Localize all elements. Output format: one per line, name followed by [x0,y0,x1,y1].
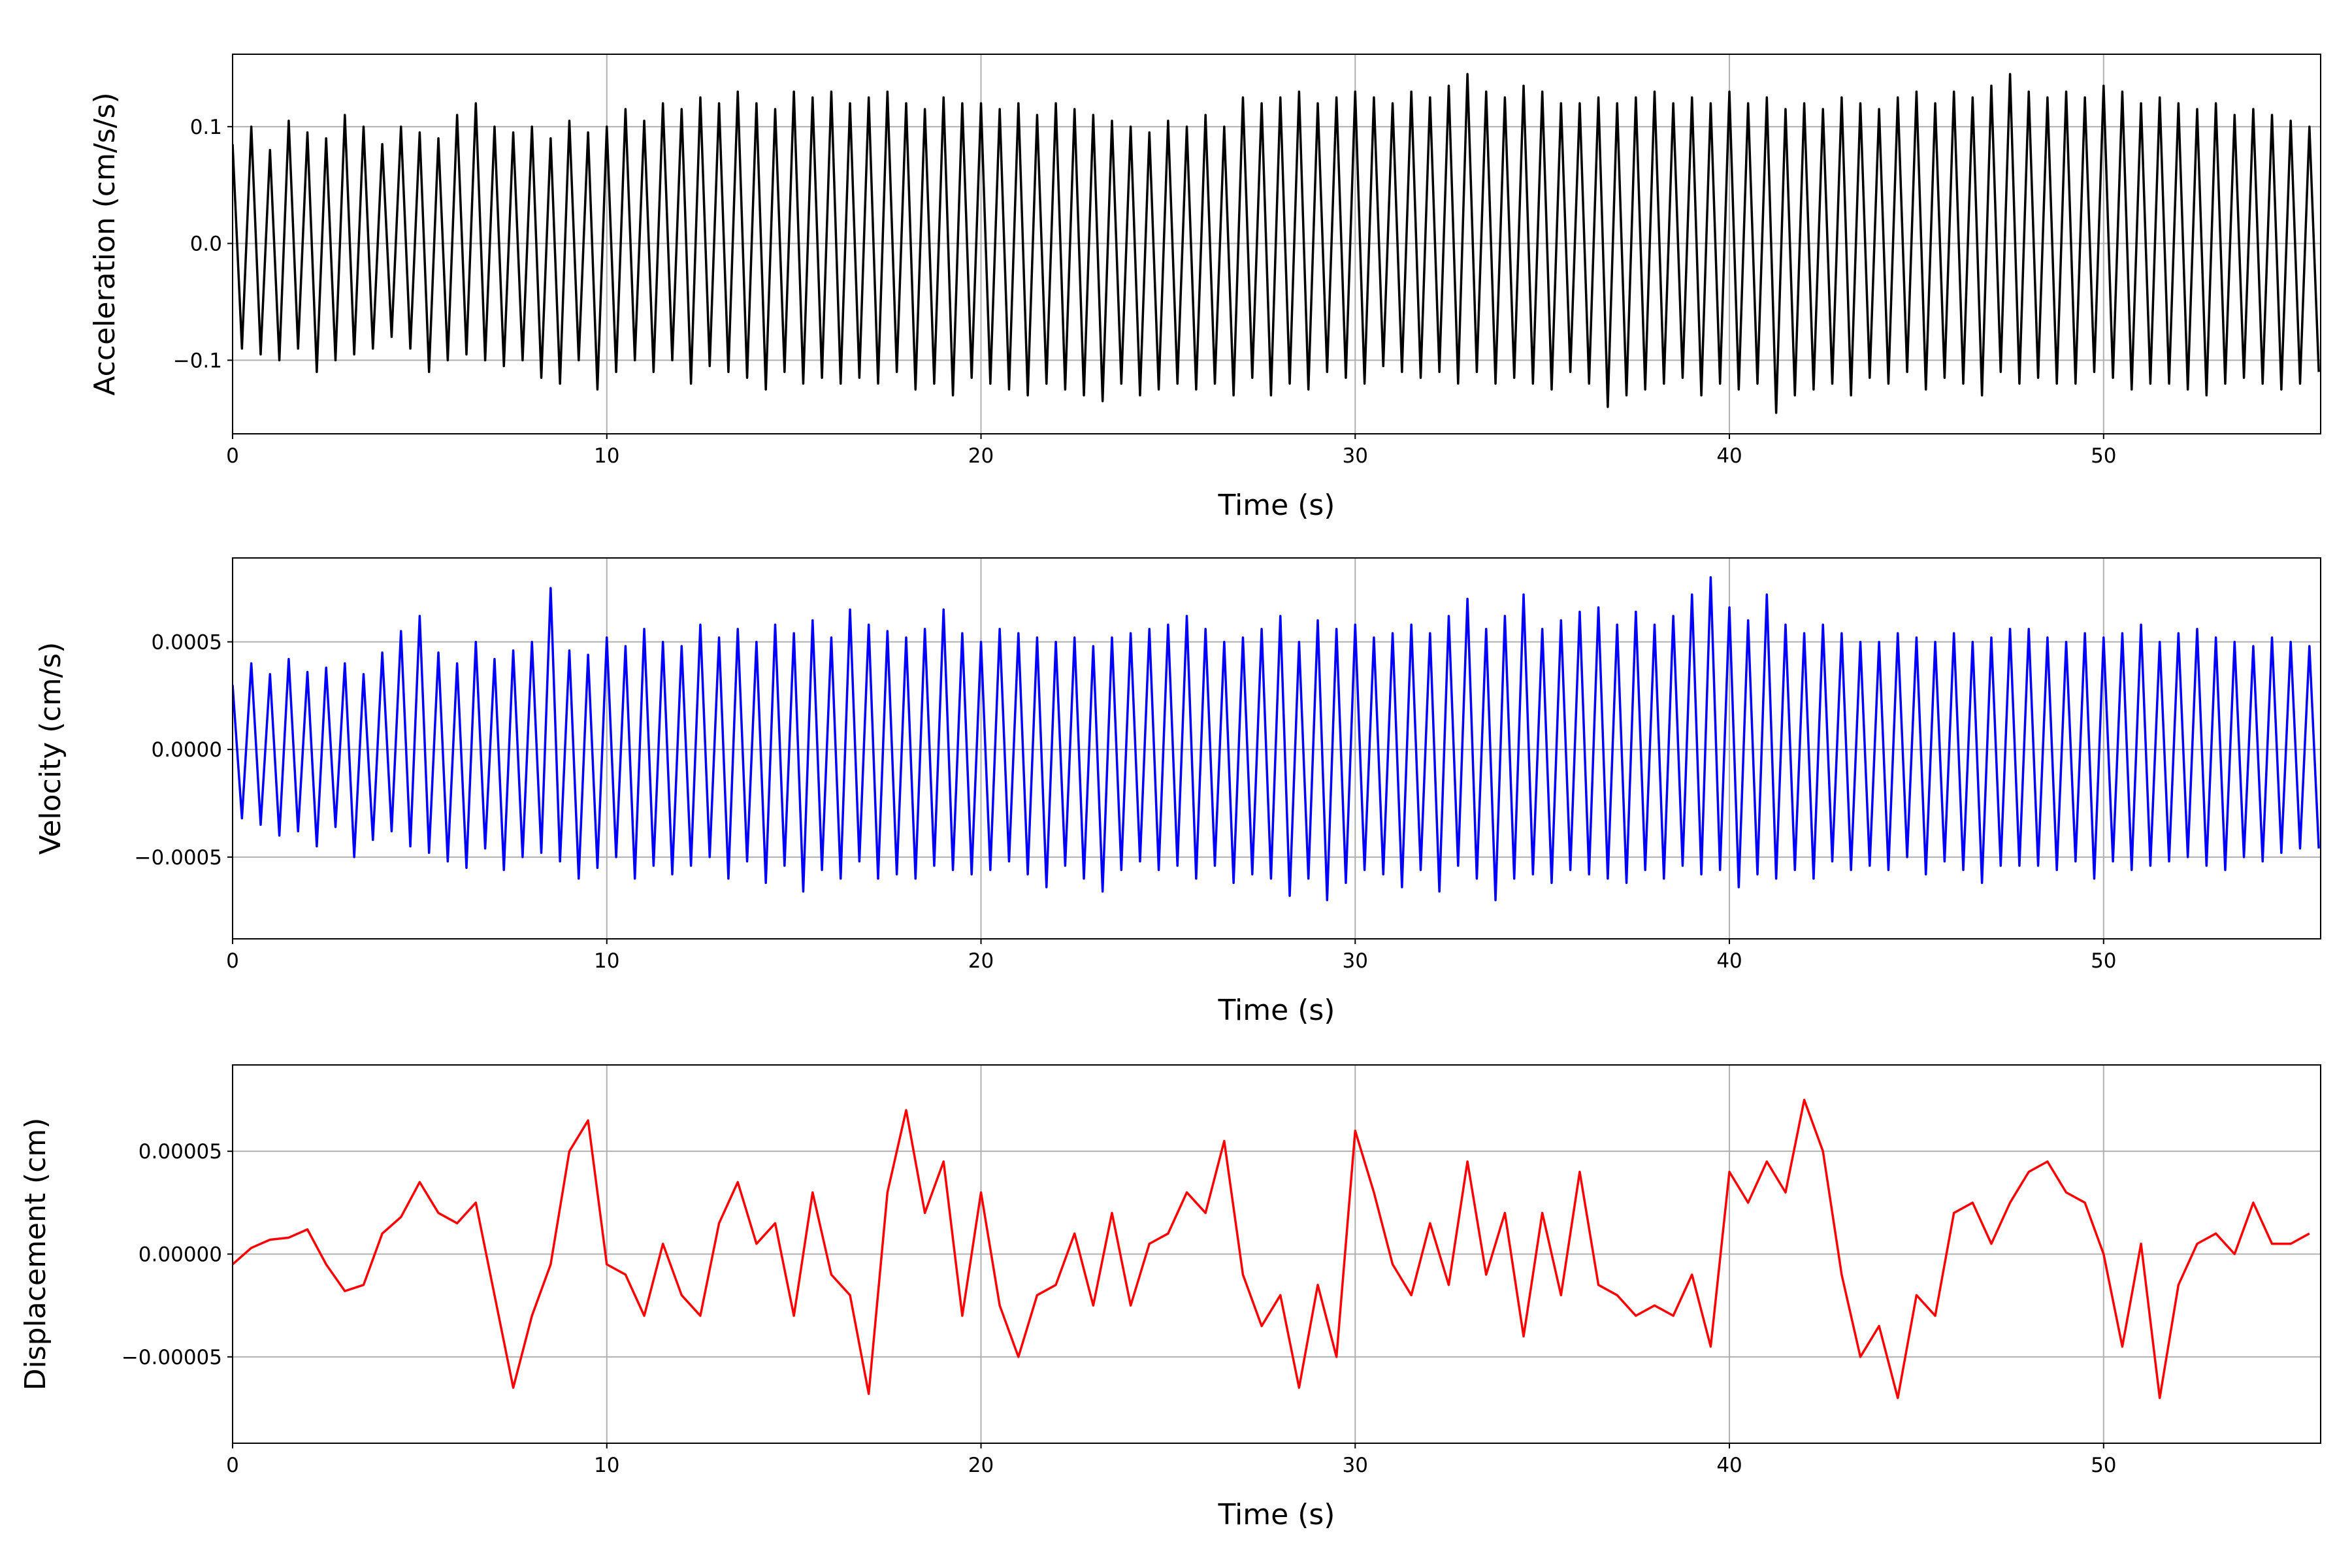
x-tick-label: 10 [594,444,619,468]
x-tick-label: 0 [226,1454,239,1477]
y-tick-label: −0.0005 [135,846,222,870]
y-tick-label: 0.00005 [139,1140,222,1164]
x-tick-label: 50 [2091,949,2116,973]
x-tick-label: 0 [226,444,239,468]
x-tick-label: 30 [1343,1454,1368,1477]
y-tick-label: 0.1 [190,116,222,139]
subplot: 0 10 20 30 40 50 −0.0005 0.0000 0.0005 Time (s) Ve… [34,557,2321,1027]
y-tick-label: −0.00005 [122,1346,222,1369]
y-tick-label: 0.0 [190,233,222,256]
y-axis-label: Acceleration (cm/s/s) [88,92,122,395]
y-axis-label: Displacement (cm) [19,1118,52,1391]
x-tick-label: 20 [968,1454,994,1477]
x-tick-label: 40 [1716,444,1742,468]
x-tick-label: 20 [968,444,994,468]
data-line [233,576,2320,902]
x-tick-label: 50 [2091,444,2116,468]
x-axis-label: Time (s) [1218,1498,1335,1531]
x-tick-label: 30 [1343,444,1368,468]
x-tick-label: 10 [594,1454,619,1477]
subplot: 0 10 20 30 40 50 −0.1 0.0 0.1 Time (s) Acceleratio… [88,54,2321,522]
x-axis-label: Time (s) [1218,489,1335,522]
y-tick-label: −0.1 [173,349,222,372]
y-axis-label: Velocity (cm/s) [34,642,67,855]
x-tick-label: 50 [2091,1454,2116,1477]
x-tick-label: 40 [1716,949,1742,973]
y-tick-label: 0.0000 [152,738,222,762]
data-line [233,1098,2310,1399]
x-tick-label: 40 [1716,1454,1742,1477]
axes-frame [232,1064,2321,1444]
x-tick-label: 0 [226,949,239,973]
axes-frame [232,557,2321,939]
data-line [233,73,2320,414]
x-axis-label: Time (s) [1218,994,1335,1027]
x-tick-label: 20 [968,949,994,973]
x-tick-label: 30 [1343,949,1368,973]
subplot: 0 10 20 30 40 50 −0.00005 0.00000 0.00005 Time (s… [19,1064,2321,1531]
y-tick-label: 0.0005 [152,630,222,654]
axes-frame [232,54,2321,434]
y-tick-label: 0.00000 [139,1243,222,1267]
x-tick-label: 10 [594,949,619,973]
